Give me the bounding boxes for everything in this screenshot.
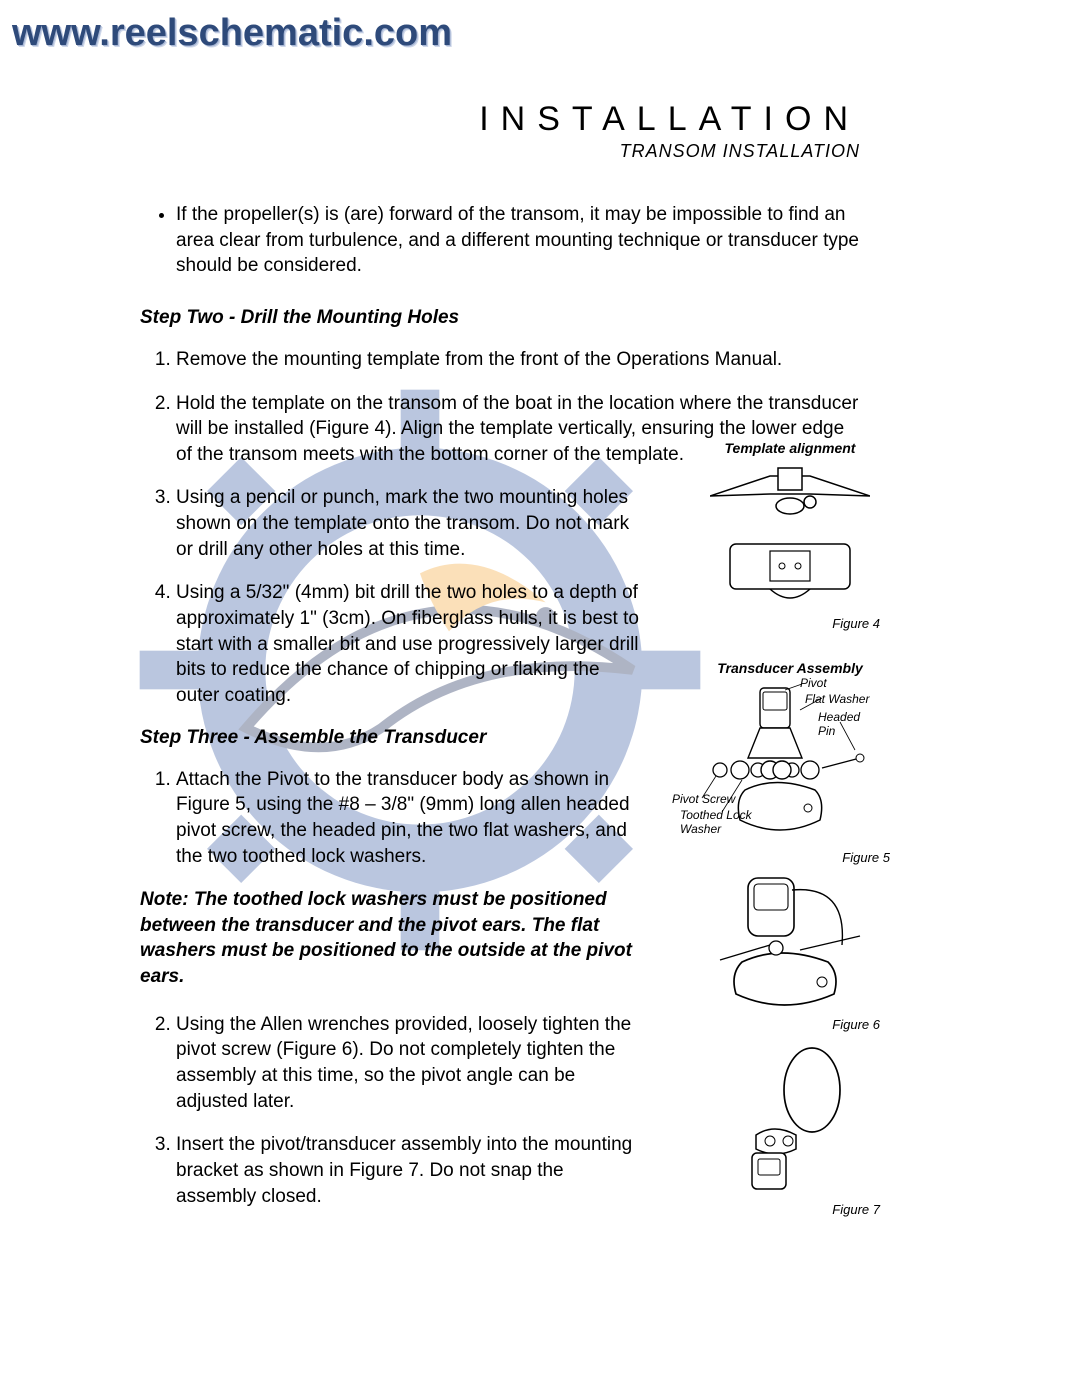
- label-template-alignment: Template alignment: [700, 440, 880, 456]
- caption-figure-7: Figure 7: [700, 1202, 880, 1217]
- caption-figure-5: Figure 5: [690, 850, 890, 865]
- anno-pivot: Pivot: [800, 676, 827, 690]
- rail-figure-6: Figure 6: [700, 870, 880, 1032]
- watermark-url: www.reelschematic.com: [12, 12, 452, 55]
- step2-item: Remove the mounting template from the fr…: [176, 347, 860, 373]
- figure-7: [710, 1045, 870, 1200]
- anno-pivot-screw: Pivot Screw: [672, 792, 735, 806]
- anno-toothed-lock-washer: Toothed Lock Washer: [680, 808, 752, 836]
- caption-figure-6: Figure 6: [700, 1017, 880, 1032]
- intro-bullet: If the propeller(s) is (are) forward of …: [176, 202, 860, 279]
- page-title: INSTALLATION: [140, 100, 860, 139]
- figure-6: [710, 870, 870, 1015]
- figure-4a: [710, 466, 870, 531]
- rail-figure-7: Figure 7: [700, 1045, 880, 1217]
- step2-title: Step Two - Drill the Mounting Holes: [140, 307, 860, 329]
- label-transducer-assembly: Transducer Assembly: [690, 660, 890, 676]
- page-subtitle: TRANSOM INSTALLATION: [140, 141, 860, 162]
- anno-headed-pin: Headed Pin: [818, 710, 880, 738]
- rail-transducer-assembly: Transducer Assembly: [690, 660, 890, 865]
- intro-bullets: If the propeller(s) is (are) forward of …: [140, 202, 860, 279]
- rail-template-alignment: Template alignment Figure 4: [700, 440, 880, 631]
- anno-flat-washer: Flat Washer: [805, 692, 869, 706]
- figure-5: Pivot Flat Washer Headed Pin Pivot Screw…: [690, 680, 880, 850]
- figure-4b: [710, 539, 870, 614]
- caption-figure-4: Figure 4: [700, 616, 880, 631]
- page-header: INSTALLATION TRANSOM INSTALLATION: [140, 100, 860, 162]
